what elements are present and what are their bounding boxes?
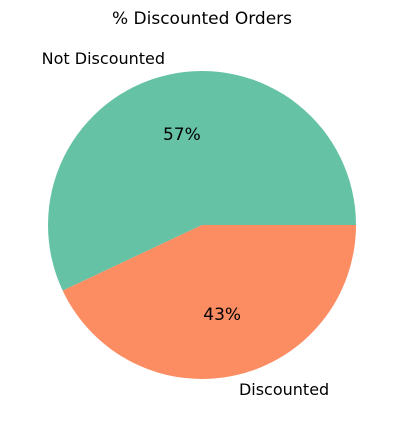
- pie-slice-not-discounted: [47, 70, 356, 291]
- chart-title: % Discounted Orders: [112, 9, 292, 29]
- pie-slices: [47, 70, 356, 379]
- pct-label-1: 43%: [203, 305, 241, 325]
- slice-label-0: Not Discounted: [42, 49, 165, 68]
- pie-slice-discounted: [62, 225, 356, 379]
- pie-labels: 57% Not Discounted 43% Discounted: [42, 49, 330, 399]
- pct-label-0: 57%: [163, 125, 201, 145]
- slice-label-1: Discounted: [239, 380, 329, 399]
